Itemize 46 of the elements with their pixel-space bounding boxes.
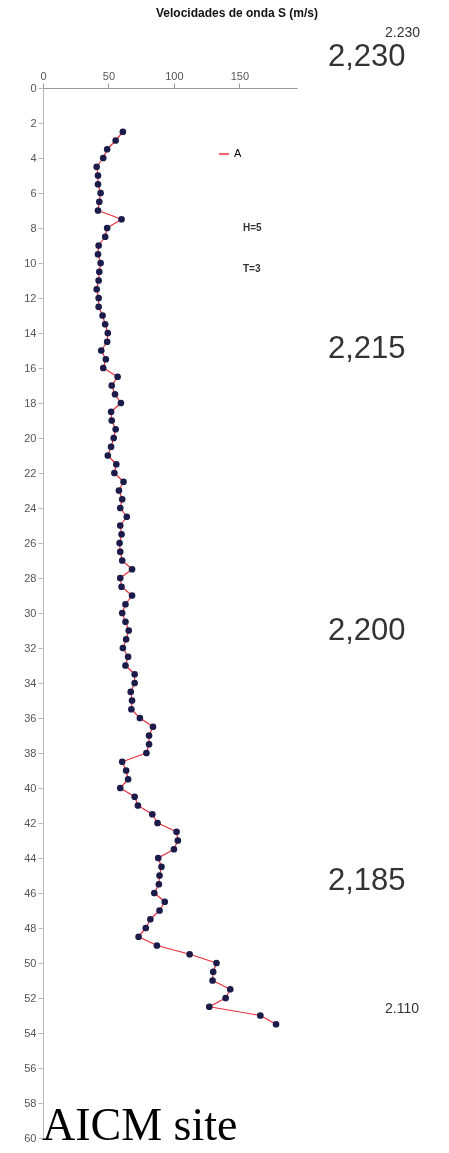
y-tick-label: 18 xyxy=(24,396,37,409)
y-tick-label: 40 xyxy=(24,781,37,794)
x-tick-label: 100 xyxy=(165,69,184,82)
y-tick-label: 52 xyxy=(24,991,37,1004)
text: 2,185 xyxy=(328,862,406,898)
annotation: T=3 xyxy=(243,263,261,274)
y-tick-label: 10 xyxy=(24,256,37,269)
y-tick-label: 44 xyxy=(24,851,37,864)
annotation: AICM site xyxy=(42,1098,238,1151)
chart-title: Velocidades de onda S (m/s) xyxy=(155,6,319,20)
x-tick-label: 50 xyxy=(102,69,116,82)
x-tick-label: 0 xyxy=(40,69,47,82)
y-tick-label: 16 xyxy=(24,361,37,374)
y-tick-label: 14 xyxy=(24,326,37,339)
y-tick-label: 26 xyxy=(24,536,37,549)
y-tick-label: 36 xyxy=(24,711,37,724)
y-tick-label: 58 xyxy=(24,1096,37,1109)
y-tick-label: 48 xyxy=(24,921,37,934)
y-tick-label: 4 xyxy=(30,151,37,164)
y-tick-label: 32 xyxy=(24,641,37,654)
y-tick-label: 12 xyxy=(24,291,37,304)
y-tick-label: 20 xyxy=(24,431,37,444)
y-tick-label: 2 xyxy=(30,116,37,129)
y-tick-label: 0 xyxy=(30,81,37,94)
y-tick-label: 8 xyxy=(30,221,37,234)
text: 2,230 xyxy=(328,38,406,74)
y-tick-label: 42 xyxy=(24,816,37,829)
text: 2,200 xyxy=(328,612,406,648)
y-tick-label: 56 xyxy=(24,1061,37,1074)
text: 2,215 xyxy=(328,330,406,366)
text: 2.110 xyxy=(385,1000,419,1016)
y-tick-label: 50 xyxy=(24,956,37,969)
annotation: H=5 xyxy=(243,222,262,233)
legend-label: A xyxy=(234,147,242,159)
y-tick-label: 30 xyxy=(24,606,37,619)
y-tick-label: 60 xyxy=(24,1131,37,1144)
y-tick-label: 38 xyxy=(24,746,37,759)
y-tick-label: 22 xyxy=(24,466,37,479)
y-tick-label: 34 xyxy=(24,676,37,689)
y-tick-label: 6 xyxy=(30,186,37,199)
text: 2.230 xyxy=(385,24,421,40)
y-tick-label: 28 xyxy=(24,571,37,584)
x-tick-label: 150 xyxy=(230,69,250,82)
y-tick-label: 24 xyxy=(24,501,37,514)
y-tick-label: 46 xyxy=(24,886,37,899)
y-tick-label: 54 xyxy=(24,1026,37,1039)
